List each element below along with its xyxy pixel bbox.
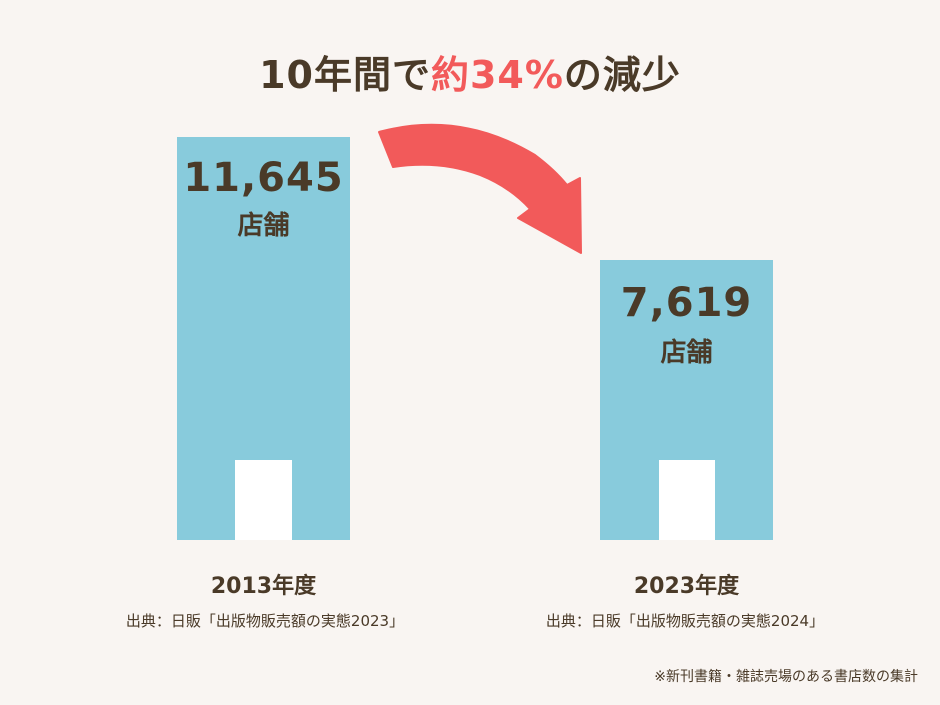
- bar-value: 11,645: [183, 155, 344, 201]
- source-2023: 出典：日販「出版物販売額の実態2024」: [545, 612, 825, 630]
- bar-unit: 店舗: [237, 211, 290, 241]
- source-2013: 出典：日販「出版物販売額の実態2023」: [125, 612, 405, 630]
- bar-unit: 店舗: [660, 338, 713, 368]
- bar-value: 7,619: [620, 280, 753, 326]
- bar-2013: 11,645 店舗: [177, 137, 350, 540]
- title-prefix: 10年間で: [259, 53, 431, 97]
- bar-2023: 7,619 店舗: [600, 260, 773, 540]
- door-shape: [235, 460, 292, 540]
- chart-title: 10年間で約34%の減少: [0, 44, 940, 99]
- curved-arrow-down-right-icon: [378, 123, 582, 254]
- category-label-2023: 2023年度: [633, 574, 740, 599]
- title-highlight: 約34%: [430, 53, 564, 97]
- door-shape: [659, 460, 715, 540]
- category-label-2013: 2013年度: [210, 574, 317, 599]
- title-suffix: の減少: [563, 53, 681, 97]
- footnote: ※新刊書籍・雑誌売場のある書店数の集計: [654, 669, 918, 685]
